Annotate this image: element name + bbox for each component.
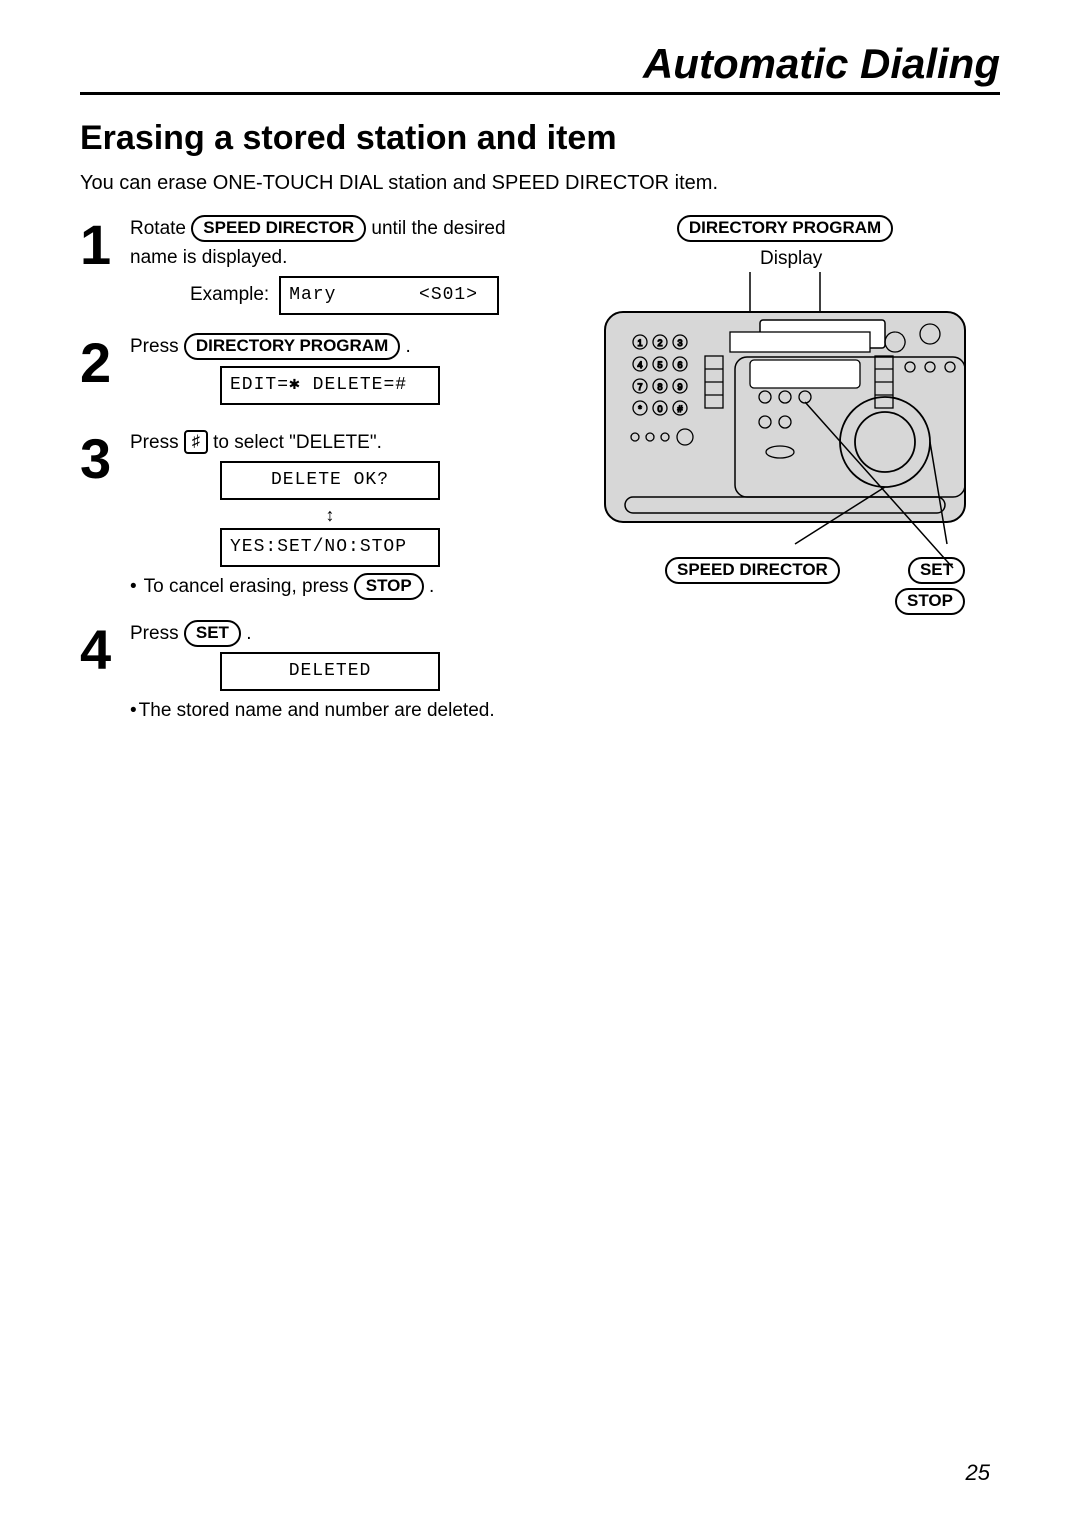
svg-text:2: 2 (657, 338, 662, 348)
svg-text:9: 9 (677, 382, 682, 392)
lcd-edit-delete: EDIT=✱ DELETE=# (220, 366, 440, 405)
page-heading: Erasing a stored station and item (80, 119, 1000, 158)
lcd-delete-ok: DELETE OK? (220, 461, 440, 500)
svg-text:0: 0 (657, 404, 662, 414)
step2-prefix: Press (130, 336, 184, 357)
step4-prefix: Press (130, 623, 184, 644)
svg-text:5: 5 (657, 360, 662, 370)
svg-text:4: 4 (637, 360, 642, 370)
updown-arrow-icon: ↕ (220, 506, 440, 524)
step3-note: To cancel erasing, press STOP . (130, 573, 540, 602)
directory-program-callout[interactable]: DIRECTORY PROGRAM (677, 215, 893, 242)
svg-text:*: * (638, 404, 642, 414)
step4-suffix: . (246, 623, 251, 644)
step-num-1: 1 (80, 215, 130, 315)
step1-prefix: Rotate (130, 218, 191, 239)
svg-text:#: # (677, 404, 682, 414)
set-button[interactable]: SET (184, 620, 241, 647)
device-column: DIRECTORY PROGRAM Display 1 2 3 4 (570, 215, 1000, 744)
stop-callout[interactable]: STOP (895, 588, 965, 615)
stop-button[interactable]: STOP (354, 573, 424, 600)
directory-program-button[interactable]: DIRECTORY PROGRAM (184, 333, 400, 360)
svg-text:8: 8 (657, 382, 662, 392)
step-num-2: 2 (80, 333, 130, 411)
step-2: 2 Press DIRECTORY PROGRAM . EDIT=✱ DELET… (80, 333, 540, 411)
example-label: Example: (190, 281, 269, 310)
step4-note: The stored name and number are deleted. (130, 697, 540, 726)
step3-prefix: Press (130, 432, 184, 453)
speed-director-callout[interactable]: SPEED DIRECTOR (665, 557, 840, 584)
set-callout[interactable]: SET (908, 557, 965, 584)
svg-text:6: 6 (677, 360, 682, 370)
lcd-yes-no: YES:SET/NO:STOP (220, 528, 440, 567)
hash-key[interactable]: ♯ (184, 430, 208, 454)
step-num-4: 4 (80, 620, 130, 726)
section-title: Automatic Dialing (80, 40, 1000, 95)
step2-suffix: . (406, 336, 411, 357)
page-number: 25 (966, 1460, 990, 1486)
step-3: 3 Press ♯ to select "DELETE". DELETE OK?… (80, 429, 540, 602)
lcd-example: Mary <S01> (279, 276, 499, 315)
svg-text:3: 3 (677, 338, 682, 348)
speed-director-button[interactable]: SPEED DIRECTOR (191, 215, 366, 242)
lcd-deleted: DELETED (220, 652, 440, 691)
step-4: 4 Press SET . DELETED The stored name an… (80, 620, 540, 726)
steps-column: 1 Rotate SPEED DIRECTOR until the desire… (80, 215, 540, 744)
svg-text:7: 7 (637, 382, 642, 392)
display-label: Display (760, 248, 1000, 270)
device-diagram: 1 2 3 4 5 6 7 8 9 * 0 # (595, 272, 975, 615)
svg-text:1: 1 (637, 338, 642, 348)
intro-text: You can erase ONE-TOUCH DIAL station and… (80, 172, 1000, 195)
step3-suffix: to select "DELETE". (213, 432, 382, 453)
step-num-3: 3 (80, 429, 130, 602)
step-1: 1 Rotate SPEED DIRECTOR until the desire… (80, 215, 540, 315)
